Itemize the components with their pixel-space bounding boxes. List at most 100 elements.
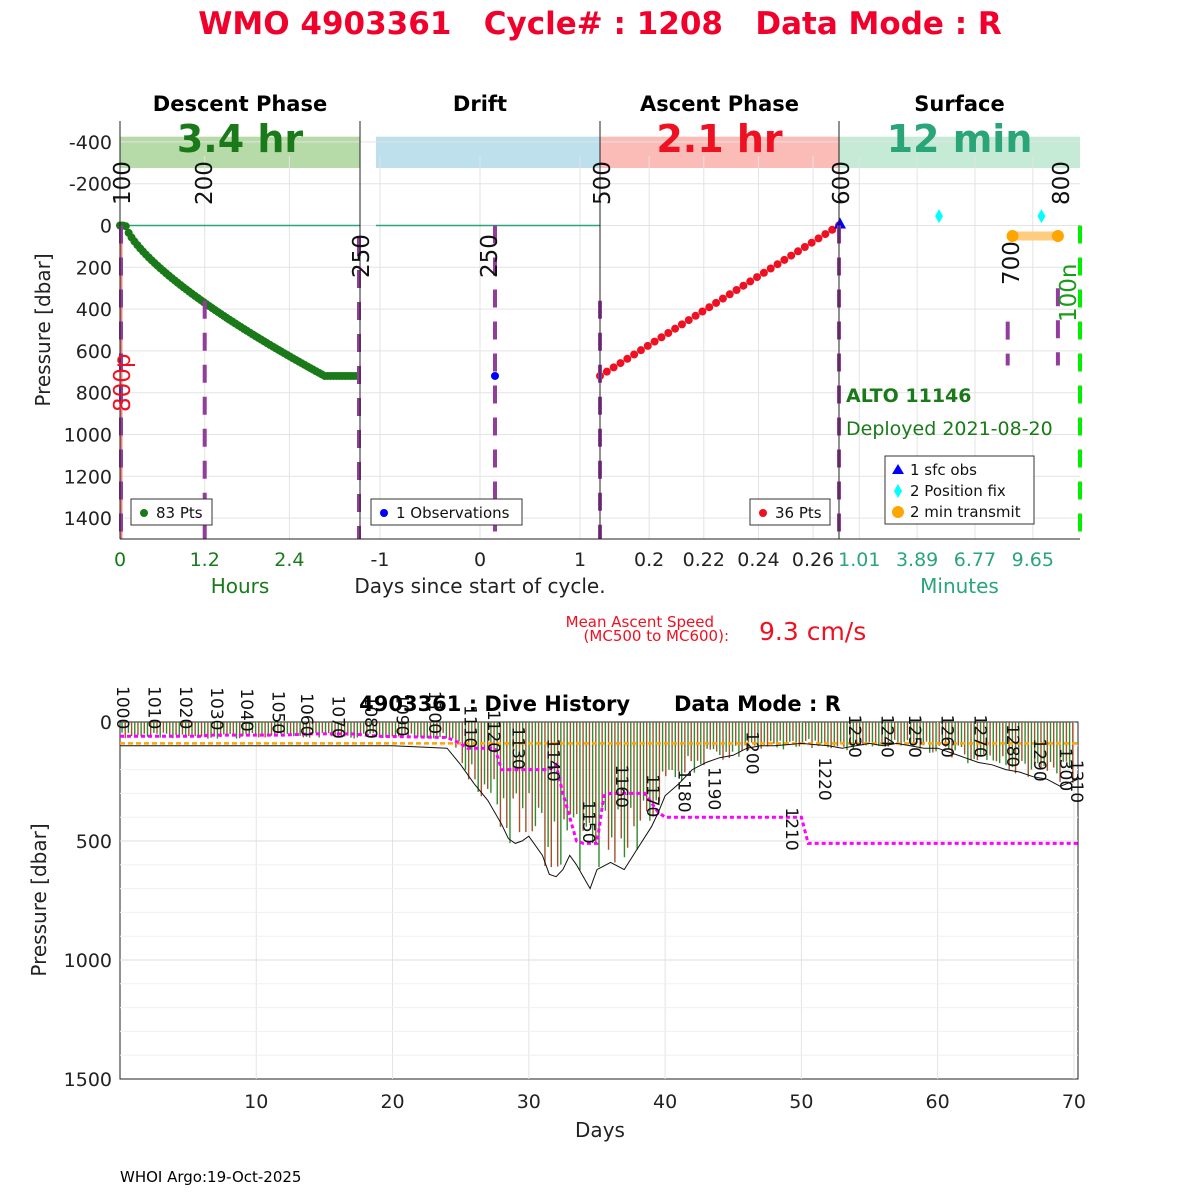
x-tick-2-0.22: 0.22 — [683, 549, 725, 571]
ascent-point — [650, 337, 659, 346]
y-axis-label: Pressure [dbar] — [31, 253, 55, 406]
legend-drift: 1 Observations — [370, 498, 523, 526]
top-panel-frames — [119, 121, 1080, 540]
ascent-point — [630, 350, 639, 359]
ascent-point — [657, 333, 666, 342]
legend-descent-swatch — [140, 509, 148, 517]
ascent-point — [746, 277, 755, 286]
cycle-label: 1140 — [543, 738, 563, 781]
y-tick--200: -200 — [69, 174, 112, 196]
phase-title-3: Surface — [914, 92, 1004, 116]
drift-point — [491, 371, 499, 380]
cycle-label: 1260 — [937, 715, 957, 758]
cycle-label: 1200 — [742, 731, 762, 774]
history-x-tick: 20 — [380, 1091, 404, 1113]
y-tick-800: 800 — [76, 383, 112, 405]
ascent-point — [800, 242, 809, 251]
cycle-label: 1020 — [175, 686, 195, 729]
ascent-point — [616, 359, 625, 368]
x-tick-1-1: 1 — [574, 549, 586, 571]
x-label-3: Minutes — [920, 574, 999, 598]
band-1 — [376, 136, 600, 169]
phase-banner-3: 12 min — [887, 117, 1033, 161]
y-tick-600: 600 — [76, 341, 112, 363]
cycle-label: 1190 — [704, 767, 724, 810]
y-tick-1400: 1400 — [64, 508, 112, 530]
cycle-label: 1310 — [1066, 760, 1086, 803]
phase-banner-0: 3.4 hr — [177, 117, 304, 161]
legend-ascent: 36 Pts — [749, 498, 831, 526]
cycle-label: 1170 — [642, 774, 662, 817]
ascent-point — [766, 264, 775, 273]
x-label-0: Hours — [211, 574, 270, 598]
legend-descent-text: 83 Pts — [156, 504, 203, 522]
phase-title-1: Drift — [453, 92, 507, 116]
cycle-label: 1100 — [424, 691, 444, 734]
legend-surface-text: 1 sfc obs — [910, 461, 977, 479]
ascent-point — [677, 320, 686, 329]
descent-point — [121, 222, 130, 231]
legend-surface-swatch — [894, 484, 902, 498]
history-x-tick: 50 — [789, 1091, 813, 1113]
cycle-label: 1090 — [391, 693, 411, 736]
phase-banner-2: 2.1 hr — [656, 117, 783, 161]
ascent-point — [718, 294, 727, 303]
ascent-point — [643, 341, 652, 350]
label-700: 700 — [999, 241, 1025, 285]
cycle-label: 1270 — [969, 715, 989, 758]
legend-surface-text: 2 min transmit — [910, 503, 1021, 521]
ascent-point — [671, 324, 680, 333]
history-profile-line — [120, 742, 1079, 890]
history-y-tick: 1000 — [64, 950, 112, 972]
label-800: 800 — [1049, 161, 1075, 205]
ascent-point — [732, 285, 741, 294]
cycle-label: 1060 — [296, 693, 316, 736]
label-100: 100 — [110, 161, 136, 205]
ascent-point — [787, 251, 796, 260]
ascent-point — [759, 268, 768, 277]
history-x-tick: 60 — [926, 1091, 950, 1113]
x-tick-1-0: 0 — [474, 549, 486, 571]
x-tick-3-6.77: 6.77 — [954, 549, 996, 571]
x-tick-0-1.2: 1.2 — [190, 549, 220, 571]
ascent-speed-label: Mean Ascent Speed — [566, 613, 714, 631]
ascent-point — [780, 255, 789, 264]
ascent-point — [691, 311, 700, 320]
legend-surface-box — [884, 455, 1035, 525]
ascent-point — [814, 234, 823, 243]
position-fix-point — [935, 209, 944, 224]
history-x-tick: 30 — [517, 1091, 541, 1113]
cycle-label: 1300 — [1055, 748, 1075, 791]
x-tick-0-2.4: 2.4 — [274, 549, 304, 571]
x-tick-3-9.65: 9.65 — [1012, 549, 1054, 571]
ascent-point — [773, 260, 782, 269]
ascent-point — [623, 354, 632, 363]
y-tick-1200: 1200 — [64, 466, 112, 488]
ascent-point — [609, 363, 618, 372]
history-bars — [121, 722, 1074, 870]
legend-drift-swatch — [380, 509, 388, 517]
phase-title-0: Descent Phase — [153, 92, 327, 116]
legend-descent: 83 Pts — [130, 498, 213, 526]
x-tick-1--1: -1 — [371, 549, 390, 571]
label-600: 600 — [829, 161, 855, 205]
cycle-label: 1150 — [578, 800, 598, 843]
cycle-label: 1120 — [483, 710, 503, 753]
legend-surface-swatch — [892, 506, 904, 518]
legend-surface: 1 sfc obs 2 Position fix 2 min transmit — [884, 455, 1035, 525]
cycle-label: 1180 — [674, 769, 694, 812]
cycle-label: 1000 — [112, 686, 132, 729]
y-tick-200: 200 — [76, 257, 112, 279]
ascent-point — [828, 225, 837, 234]
legend-ascent-swatch — [759, 509, 767, 517]
x-tick-2-0.2: 0.2 — [634, 549, 664, 571]
history-y-tick: 1500 — [64, 1069, 112, 1091]
cycle-label: 1160 — [611, 765, 631, 808]
ascent-point — [753, 273, 762, 282]
cycle-label: 1080 — [360, 696, 380, 739]
cycle-label: 1130 — [507, 727, 527, 770]
legend-surface-swatch — [892, 464, 904, 474]
history-x-tick: 70 — [1062, 1091, 1086, 1113]
